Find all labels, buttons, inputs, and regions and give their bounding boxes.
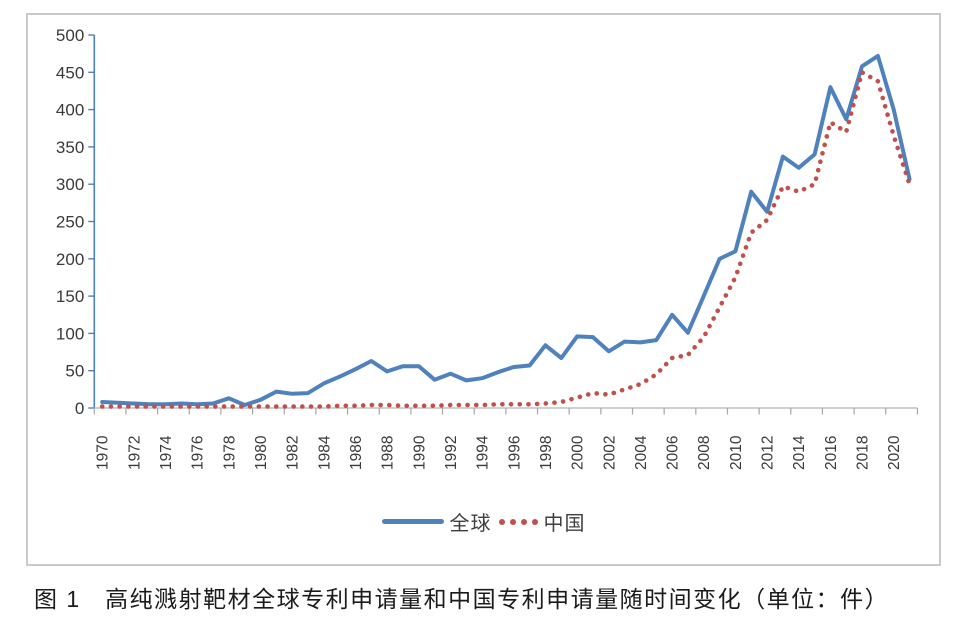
svg-text:450: 450 (56, 63, 84, 82)
svg-text:2016: 2016 (823, 436, 840, 470)
chart-frame: 0 50 100 150 200 250 300 350 400 450 500 1970 1972 19… (26, 13, 941, 566)
chart-legend: 全球 中国 (28, 507, 939, 536)
global-line-swatch (381, 519, 444, 524)
svg-text:0: 0 (75, 399, 84, 418)
svg-text:2004: 2004 (633, 435, 650, 470)
svg-text:1970: 1970 (95, 435, 112, 470)
svg-text:1992: 1992 (443, 436, 460, 470)
svg-text:1978: 1978 (221, 436, 238, 470)
figure-caption: 图 1 高纯溅射靶材全球专利申请量和中国专利申请量随时间变化（单位：件） (34, 586, 890, 612)
svg-text:2000: 2000 (570, 435, 587, 470)
svg-text:2008: 2008 (696, 436, 713, 470)
svg-text:300: 300 (56, 175, 84, 194)
svg-text:1996: 1996 (506, 436, 523, 470)
svg-text:1986: 1986 (348, 436, 365, 470)
svg-text:1988: 1988 (380, 436, 397, 470)
svg-text:200: 200 (56, 250, 84, 269)
legend-label-china: 中国 (543, 513, 586, 535)
svg-text:1972: 1972 (126, 436, 143, 470)
svg-text:2002: 2002 (601, 436, 618, 470)
svg-text:1990: 1990 (411, 435, 428, 470)
svg-text:2006: 2006 (665, 436, 682, 470)
svg-text:2010: 2010 (728, 435, 745, 470)
svg-text:1984: 1984 (316, 435, 333, 470)
svg-text:1982: 1982 (285, 436, 302, 470)
svg-text:2020: 2020 (886, 435, 903, 470)
svg-text:2012: 2012 (760, 436, 777, 470)
svg-text:2014: 2014 (791, 435, 808, 470)
svg-text:1994: 1994 (475, 435, 492, 470)
svg-text:1980: 1980 (253, 435, 270, 470)
svg-text:350: 350 (56, 138, 84, 157)
legend-item-global: 全球 (381, 507, 492, 536)
line-chart: 0 50 100 150 200 250 300 350 400 450 500 1970 1972 19… (56, 26, 919, 470)
svg-text:400: 400 (56, 101, 84, 120)
svg-text:50: 50 (65, 362, 84, 381)
svg-text:250: 250 (56, 213, 84, 232)
legend-item-china: 中国 (498, 507, 586, 536)
svg-text:150: 150 (56, 287, 84, 306)
svg-text:100: 100 (56, 324, 84, 343)
china-dots-swatch (498, 518, 538, 525)
svg-text:1998: 1998 (538, 436, 555, 470)
svg-text:1974: 1974 (158, 435, 175, 470)
svg-text:2018: 2018 (855, 436, 872, 470)
svg-text:1976: 1976 (190, 436, 207, 470)
legend-label-global: 全球 (449, 513, 492, 535)
svg-text:500: 500 (56, 26, 84, 45)
